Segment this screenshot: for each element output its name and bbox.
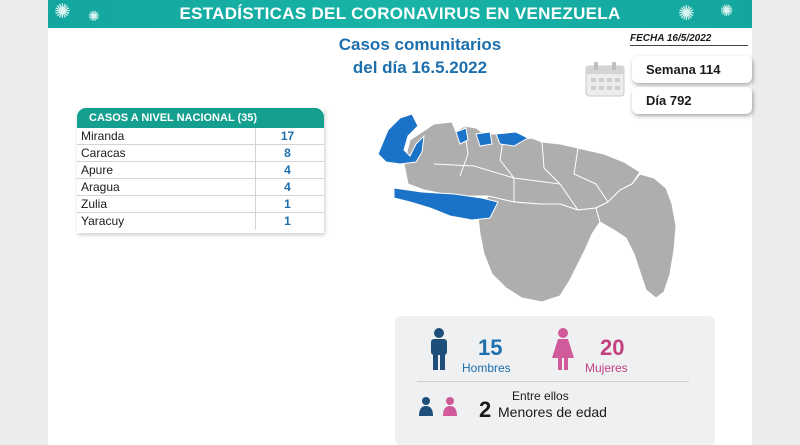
map-region-zulia (377, 113, 425, 165)
map-region (477, 195, 601, 303)
venezuela-map (377, 113, 677, 303)
table-row: Yaracuy 1 (77, 213, 324, 230)
table-row: Zulia 1 (77, 196, 324, 213)
cases-table: CASOS A NIVEL NACIONAL (35) Miranda 17 C… (77, 108, 324, 233)
state-name: Zulia (81, 197, 108, 211)
state-cases: 4 (255, 162, 319, 179)
demographics-background (395, 316, 715, 445)
woman-icon (552, 328, 574, 370)
map-region-aragua (475, 131, 493, 147)
table-row: Miranda 17 (77, 128, 324, 145)
map-region-miranda (495, 131, 530, 147)
divider (417, 381, 689, 382)
cases-table-header: CASOS A NIVEL NACIONAL (35) (77, 108, 324, 128)
day-badge: Día 792 (632, 87, 752, 114)
state-cases: 1 (255, 196, 319, 213)
man-icon (431, 328, 447, 370)
state-name: Miranda (81, 129, 125, 143)
map-region-yaracuy (455, 127, 469, 145)
title-line-2: del día 16.5.2022 (352, 58, 488, 77)
virus-icon: ✺ (678, 3, 695, 25)
calendar-icon (585, 62, 625, 97)
virus-icon: ✺ (54, 1, 71, 23)
table-row: Apure 4 (77, 162, 324, 179)
header-banner: ✺ ✺ ✺ ✺ ESTADÍSTICAS DEL CORONAVIRUS EN … (48, 0, 752, 28)
virus-icon: ✺ (88, 8, 100, 24)
women-label: Mujeres (585, 361, 628, 375)
state-cases: 1 (255, 213, 319, 230)
state-cases: 17 (255, 128, 319, 145)
week-badge: Semana 114 (632, 56, 752, 83)
state-name: Aragua (81, 180, 120, 194)
children-icon (419, 397, 457, 416)
virus-icon: ✺ (720, 3, 734, 20)
minors-label: Menores de edad (498, 404, 607, 420)
among-label: Entre ellos (512, 389, 569, 403)
men-count: 15 (478, 335, 503, 360)
state-cases: 4 (255, 179, 319, 196)
page-title: Casos comunitarios del día 16.5.2022 (290, 33, 550, 79)
date-label: FECHA 16/5/2022 (630, 33, 748, 46)
demographics-panel: 15 Hombres 20 Mujeres Entre ellos 2 Meno… (395, 316, 715, 445)
state-cases: 8 (255, 145, 319, 162)
men-label: Hombres (462, 361, 511, 375)
table-row: Aragua 4 (77, 179, 324, 196)
table-row: Caracas 8 (77, 145, 324, 162)
minors-count: 2 (479, 397, 492, 422)
map-region (595, 173, 677, 299)
state-name: Caracas (81, 146, 126, 160)
banner-title: ESTADÍSTICAS DEL CORONAVIRUS EN VENEZUEL… (179, 4, 621, 23)
women-count: 20 (600, 335, 625, 360)
state-name: Yaracuy (81, 214, 125, 228)
title-line-1: Casos comunitarios (338, 35, 502, 54)
state-name: Apure (81, 163, 114, 177)
map-region-apure (393, 187, 499, 221)
